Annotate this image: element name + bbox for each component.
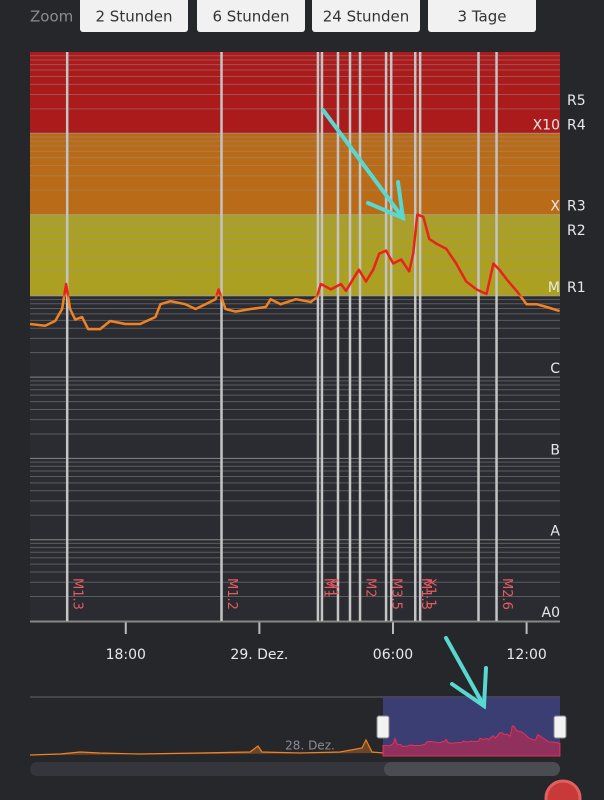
band	[30, 52, 560, 134]
labels: A0 A B C M X X10 R1 R2 R3 R4 R5 18:00 29. Dez. 06:00 12…	[70, 93, 586, 663]
x-tick-label: 29. Dez.	[230, 647, 288, 663]
zoom-buttons: 2 Stunden 6 Stunden 24 Stunden 3 Tage	[80, 0, 536, 32]
event-label: M2	[363, 578, 378, 598]
event-label: M1	[320, 578, 335, 598]
navigator-handle[interactable]	[376, 715, 390, 739]
y-tick-label: X	[550, 199, 560, 215]
bands	[30, 52, 560, 296]
arrow	[444, 636, 486, 708]
button-label[interactable]: 3 Tage	[458, 8, 507, 26]
navigator-history	[29, 738, 384, 756]
button-label[interactable]: 24 Stunden	[323, 8, 410, 26]
grid	[30, 55, 560, 634]
button[interactable]	[80, 0, 188, 32]
navigator-line	[382, 725, 561, 757]
navigator-handle[interactable]	[553, 715, 567, 739]
y-tick-label: C	[550, 361, 560, 377]
event-label: X1.1	[423, 578, 438, 608]
band	[30, 133, 560, 215]
y-tick-label: B	[550, 442, 560, 458]
event-label: M1.3	[70, 578, 85, 610]
y2-tick-label: R3	[567, 199, 586, 215]
arrow-head	[366, 180, 406, 222]
navigator-label: 28. Dez.	[285, 739, 335, 753]
x-tick-label: 12:00	[506, 647, 546, 663]
x-tick-label: 18:00	[106, 647, 146, 663]
y-tick-label: X10	[533, 117, 560, 133]
lines	[29, 213, 560, 331]
x-tick-label: 06:00	[373, 647, 413, 663]
y-tick-label: A0	[542, 605, 560, 621]
button[interactable]	[197, 0, 305, 32]
button[interactable]	[428, 0, 536, 32]
band	[30, 214, 560, 296]
event-label: M1.2	[224, 578, 239, 610]
flux-line	[29, 213, 560, 331]
y2-tick-label: R2	[567, 223, 586, 239]
fab-button[interactable]	[544, 779, 582, 800]
zoom-label: Zoom	[30, 8, 73, 26]
button[interactable]	[312, 0, 420, 32]
event-label: M1.3	[418, 578, 433, 610]
y2-tick-label: R4	[567, 117, 586, 133]
scrollbar-thumb[interactable]	[384, 762, 560, 776]
annotation-arrows	[321, 108, 488, 710]
events	[65, 52, 498, 621]
y-tick-label: M	[548, 280, 560, 296]
button-label[interactable]: 2 Stunden	[96, 8, 173, 26]
navigator-series	[382, 725, 561, 757]
arrow-head	[450, 666, 488, 710]
y-tick-label: A	[550, 524, 560, 540]
event-label: M2.6	[499, 578, 514, 610]
y2-tick-label: R5	[567, 93, 586, 109]
y2-tick-label: R1	[567, 280, 586, 296]
event-label: M1	[324, 578, 339, 598]
button-label[interactable]: 6 Stunden	[213, 8, 290, 26]
event-label: M3.5	[389, 578, 404, 610]
arrow	[321, 108, 405, 220]
